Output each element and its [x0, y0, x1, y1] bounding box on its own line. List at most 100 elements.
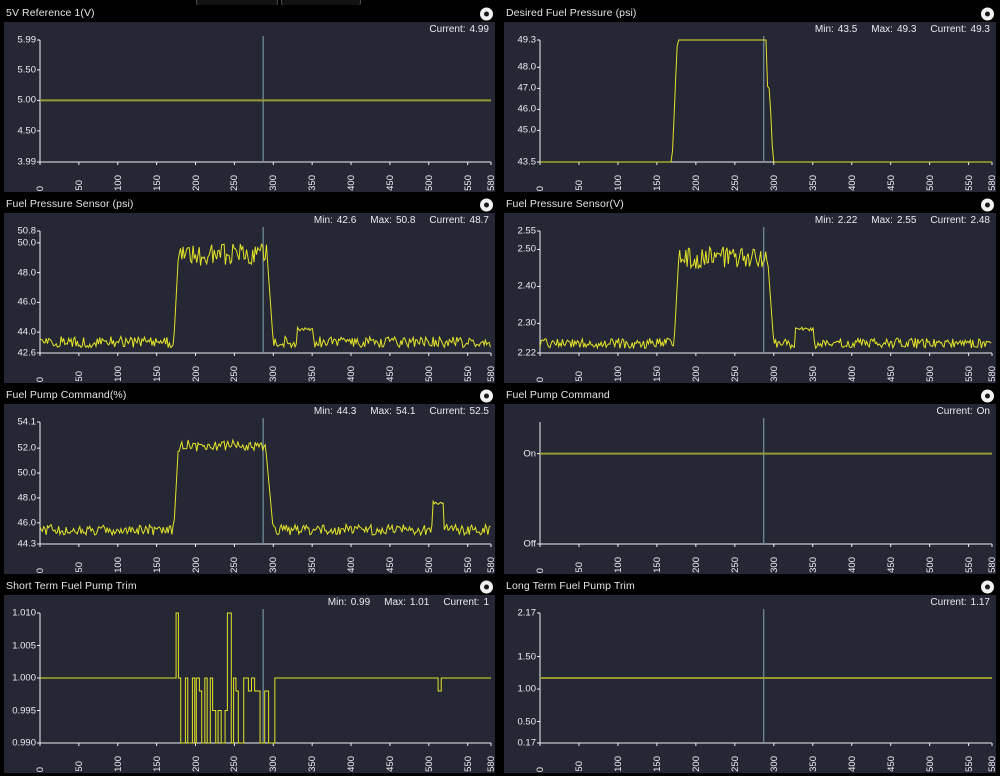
y-tick-label: On [523, 448, 536, 460]
x-tick-label: 0 [535, 376, 546, 382]
panel-stats: Current: 1.17 [930, 597, 990, 608]
x-tick-label: 250 [229, 366, 241, 382]
y-tick-label: 52.0 [17, 442, 37, 454]
stat-value: On [976, 406, 990, 417]
x-tick-label: 150 [651, 557, 663, 573]
x-tick-label: 200 [190, 175, 202, 191]
y-tick-label: 5.99 [17, 34, 37, 46]
x-axis-labels: 0 50 100 150 200 250 300 350 400 450 500 550 580 [4, 353, 497, 383]
y-axis-labels: On Off [504, 404, 538, 574]
panel-title: Long Term Fuel Pump Trim [506, 580, 635, 592]
plot-area[interactable]: Current: On On Off 0 50 100 150 200 250 300 350 400 4… [504, 404, 998, 574]
x-tick-label: 150 [151, 756, 163, 772]
x-tick-label: 150 [651, 366, 663, 382]
y-tick-label: 47.0 [517, 82, 537, 94]
plot-area[interactable]: Current: 4.99 5.99 5.50 5.00 4.50 3.99 0 50 100 15… [4, 22, 497, 192]
x-tick-label: 250 [729, 366, 741, 382]
record-icon[interactable] [480, 198, 493, 211]
chart-canvas [4, 404, 495, 574]
x-tick-label: 550 [963, 175, 975, 191]
x-tick-label: 350 [307, 366, 319, 382]
panel-header: Fuel Pump Command(%) [0, 387, 499, 404]
record-icon[interactable] [480, 389, 493, 402]
x-axis-labels: 0 50 100 150 200 250 300 350 400 450 500 550 580 [504, 353, 998, 383]
x-tick-label: 500 [924, 557, 936, 573]
y-tick-label: Off [523, 538, 537, 550]
x-tick-label: 500 [924, 756, 936, 772]
panel-divider-vertical [499, 5, 500, 195]
y-axis-labels: 2.17 1.50 1.00 0.50 0.17 [504, 595, 538, 773]
x-tick-label: 50 [73, 180, 85, 191]
x-tick-label: 200 [690, 366, 702, 382]
x-tick-label: 100 [612, 175, 624, 191]
x-tick-label: 250 [229, 756, 241, 772]
x-tick-label: 50 [573, 562, 585, 573]
x-tick-label: 500 [423, 756, 435, 772]
stat-value: 54.1 [395, 406, 416, 417]
y-tick-label: 44.0 [17, 326, 37, 338]
x-tick-label: 450 [885, 366, 897, 382]
stat-label: Max: [370, 406, 392, 417]
record-icon[interactable] [981, 7, 994, 20]
x-tick-label: 50 [573, 180, 585, 191]
plot-area[interactable]: Min: 44.3 Max: 54.1 Current: 52.5 54.1 52.0 50.0… [4, 404, 497, 574]
record-icon[interactable] [981, 389, 994, 402]
x-tick-label: 250 [729, 175, 741, 191]
record-icon[interactable] [480, 7, 493, 20]
panel-stats: Min: 42.6 Max: 50.8 Current: 48.7 [314, 215, 489, 226]
x-tick-label: 200 [690, 175, 702, 191]
stat-label: Current: [443, 597, 480, 608]
plot-area[interactable]: Min: 43.5 Max: 49.3 Current: 49.3 49.3 48.0 47.0… [504, 22, 998, 192]
stat-label: Min: [313, 406, 333, 417]
plot-area[interactable]: Min: 2.22 Max: 2.55 Current: 2.48 2.55 2.50 2.40… [504, 213, 998, 383]
plot-area[interactable]: Min: 42.6 Max: 50.8 Current: 48.7 50.8 50.0 48.0… [4, 213, 497, 383]
plot-area[interactable]: Min: 0.99 Max: 1.01 Current: 1 1.010 1.005 1.000… [4, 595, 497, 773]
panel-header: Fuel Pressure Sensor (psi) [0, 196, 499, 213]
record-icon[interactable] [480, 580, 493, 593]
panel-stats: Current: 4.99 [429, 24, 489, 35]
panel-header: 5V Reference 1(V) [0, 5, 499, 22]
stat-max: Max: 54.1 [370, 406, 415, 417]
panel-title: Fuel Pressure Sensor (psi) [6, 198, 134, 210]
data-trace [39, 243, 491, 349]
stat-current: Current: 52.5 [429, 406, 489, 417]
stat-value: 2.48 [970, 215, 990, 226]
x-axis-labels: 0 50 100 150 200 250 300 350 400 450 500 550 580 [504, 162, 998, 192]
y-tick-label: 48.0 [517, 61, 537, 73]
chart-panel-long-term-fuel-pump-trim: Long Term Fuel Pump Trim Current: 1.17 2.17… [500, 578, 1000, 776]
y-tick-label: 0.990 [12, 737, 36, 749]
chart-panel-fuel-pressure-sensor-v: Fuel Pressure Sensor(V) Min: 2.22 Max: 2.55 C… [500, 196, 1000, 386]
panel-stats: Min: 0.99 Max: 1.01 Current: 1 [328, 597, 489, 608]
panel-stats: Min: 43.5 Max: 49.3 Current: 49.3 [815, 24, 990, 35]
x-tick-label: 200 [690, 756, 702, 772]
stat-value: 49.3 [896, 24, 917, 35]
x-tick-label: 0 [35, 567, 46, 573]
x-tick-label: 200 [190, 366, 202, 382]
stat-current: Current: 4.99 [429, 24, 489, 35]
stat-value: 4.99 [469, 24, 489, 35]
data-trace [40, 612, 491, 744]
stat-value: 2.22 [837, 215, 858, 226]
stat-label: Min: [313, 215, 333, 226]
y-tick-label: 2.17 [517, 607, 537, 619]
plot-area[interactable]: Current: 1.17 2.17 1.50 1.00 0.50 0.17 0 50 100 15… [504, 595, 998, 773]
x-axis-labels: 0 50 100 150 200 250 300 350 400 450 500 550 580 [504, 544, 998, 574]
x-tick-label: 550 [462, 756, 474, 772]
panel-divider-vertical [499, 578, 500, 776]
x-tick-label: 100 [112, 366, 124, 382]
y-tick-label: 0.17 [517, 737, 537, 749]
panel-title: Fuel Pump Command [506, 389, 610, 401]
x-tick-label: 450 [384, 756, 396, 772]
panel-stats: Min: 2.22 Max: 2.55 Current: 2.48 [815, 215, 990, 226]
chart-canvas [504, 22, 996, 192]
record-icon[interactable] [981, 580, 994, 593]
panel-header: Fuel Pump Command [500, 387, 1000, 404]
y-tick-label: 1.010 [12, 607, 36, 619]
x-tick-label: 200 [690, 557, 702, 573]
x-tick-label: 300 [268, 175, 280, 191]
y-axis-labels: 50.8 50.0 48.0 46.0 44.0 42.6 [4, 213, 38, 383]
stat-value: 52.5 [469, 406, 489, 417]
x-tick-label: 200 [190, 756, 202, 772]
record-icon[interactable] [981, 198, 994, 211]
